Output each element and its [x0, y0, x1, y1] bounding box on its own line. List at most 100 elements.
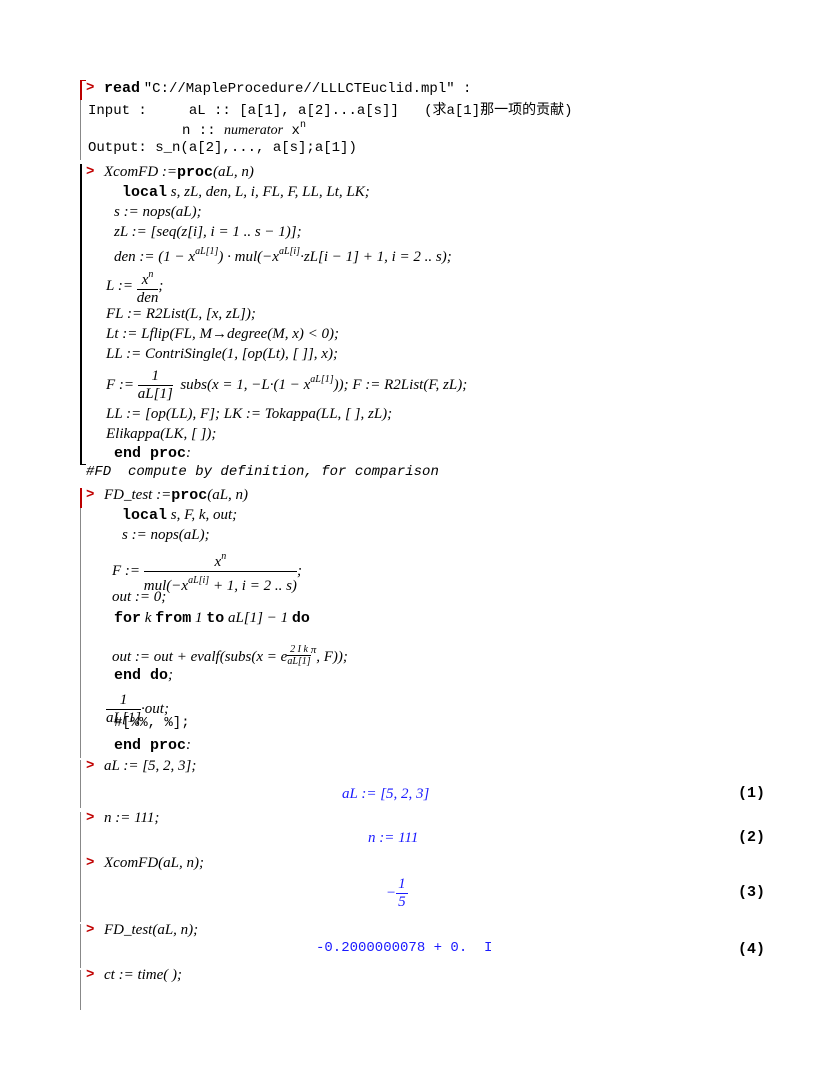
code-line: Input : aL :: [a[1], a[2]...a[s]] (求a[1]… [88, 99, 573, 119]
text: (aL, n) [207, 487, 249, 503]
code-line: #[%%, %]; [114, 715, 190, 731]
cell-bracket [80, 508, 81, 758]
text: s, F, k, out; [170, 507, 238, 523]
text: end do [114, 667, 169, 684]
code-line: -0.2000000078 + 0. I [316, 940, 493, 956]
code-line: s := nops(aL); [114, 204, 202, 220]
code-line: F := 1 aL[1] subs(x = 1, −L·(1 − xaL[1]))… [106, 368, 467, 403]
code-line: zL := [seq(z[i], i = 1 .. s − 1)]; [114, 224, 302, 240]
text: x [214, 554, 222, 570]
text: FD_test [104, 487, 153, 503]
code-line: #FD compute by definition, for compariso… [86, 464, 439, 480]
superscript: aL[i] [278, 246, 301, 257]
text: ·out; [141, 700, 169, 717]
text: from [155, 610, 192, 627]
text: end proc [114, 737, 187, 754]
cell-bracket [80, 464, 86, 465]
prompt: > [86, 80, 95, 96]
code-line: n := 111; [104, 810, 160, 826]
text: : [186, 445, 192, 461]
text: ·zL[i − 1] + 1, i = 2 .. s); [300, 249, 452, 265]
text: numerator [224, 123, 284, 138]
text: k [144, 610, 152, 626]
superscript: aL[1] [310, 373, 334, 385]
text: local [122, 507, 168, 524]
code-line: end proc: [114, 735, 191, 756]
superscript: aL[i] [188, 575, 210, 586]
code-line: n := 111 [368, 830, 419, 846]
text: := [156, 487, 172, 503]
text: , F)); [316, 649, 348, 665]
code-line: aL := [5, 2, 3] [342, 786, 430, 802]
superscript: n [148, 269, 154, 280]
code-line: out := 0; [112, 589, 167, 605]
prompt: > [86, 487, 95, 503]
code-line: aL := [5, 2, 3]; [104, 758, 197, 774]
text: read [104, 80, 141, 97]
text: aL :: [a[1], a[2]...a[s]] [188, 103, 399, 119]
text: ; [158, 277, 164, 294]
text: aL[1] − 1 [227, 610, 289, 626]
superscript: n [299, 120, 306, 131]
text: Input : [88, 103, 147, 119]
text: ; [168, 667, 174, 683]
prompt: > [86, 855, 95, 871]
text: + 1, i = 2 .. s) [209, 578, 297, 594]
text: 2 I k [287, 644, 311, 656]
code-line: −1 5 [386, 876, 408, 911]
fraction: 2 I k aL[1] [287, 644, 311, 667]
code-line: for k from 1 to aL[1] − 1 do [114, 608, 310, 629]
code-line: ct := time( ); [104, 967, 183, 983]
equation-label: (1) [738, 785, 766, 802]
text: x [291, 123, 300, 139]
prompt: > [86, 967, 95, 983]
text: proc [171, 487, 208, 504]
text: local [122, 184, 168, 201]
fraction: 1 aL[1] [106, 692, 142, 727]
text: − [386, 884, 397, 901]
code-line: Lt := Lflip(FL, M→degree(M, x) < 0); [106, 326, 339, 342]
code-line: n :: numerator xn [182, 120, 306, 139]
code-line: 1 aL[1] ·out; [106, 692, 169, 727]
text: subs(x = 1, −L·(1 − x [180, 376, 311, 393]
code-line: end proc: [114, 443, 191, 464]
text: F := [106, 376, 135, 393]
cell-bracket [80, 924, 81, 968]
code-line: local s, zL, den, L, i, FL, F, LL, Lt, L… [122, 182, 370, 203]
text: mul(−x [143, 578, 189, 594]
text: XcomFD [104, 164, 159, 180]
code-line: s := nops(aL); [122, 527, 210, 543]
cell-bracket [80, 812, 81, 858]
superscript: n [221, 551, 227, 562]
cell-bracket [80, 970, 81, 1010]
code-line: LL := [op(LL), F]; LK := Tokappa(LL, [ ]… [106, 406, 393, 422]
equation-label: (4) [738, 941, 766, 958]
text: n :: [182, 123, 225, 139]
text: 1 [396, 876, 408, 894]
text: to [206, 610, 225, 627]
code-line: XcomFD :=proc(aL, n) [104, 162, 254, 183]
text: xn [136, 266, 159, 290]
text: aL[1] [137, 386, 173, 402]
code-line: FL := R2List(L, [x, zL]); [106, 306, 256, 322]
fraction: xn den [136, 266, 159, 307]
text: out := out + evalf(subs(x = e [112, 649, 288, 665]
text: 1 [194, 610, 203, 626]
code-line: FD_test :=proc(aL, n) [104, 485, 248, 506]
cell-bracket [80, 100, 81, 160]
text: 1 [106, 692, 142, 710]
text: (aL, n) [213, 164, 254, 180]
code-line: den := (1 − xaL[1]) · mul(−xaL[i]·zL[i −… [114, 242, 452, 267]
text: := [161, 164, 178, 180]
text: proc [177, 164, 214, 181]
text: F := [112, 562, 141, 579]
code-line: Elikappa(LK, [ ]); [106, 426, 217, 442]
text: for [114, 610, 142, 627]
text: : [186, 737, 192, 753]
cell-bracket [80, 164, 82, 465]
prompt: > [86, 922, 95, 938]
prompt: > [86, 810, 95, 826]
code-line: end do; [114, 665, 173, 686]
text: mul(−xaL[i] + 1, i = 2 .. s) [144, 572, 297, 595]
